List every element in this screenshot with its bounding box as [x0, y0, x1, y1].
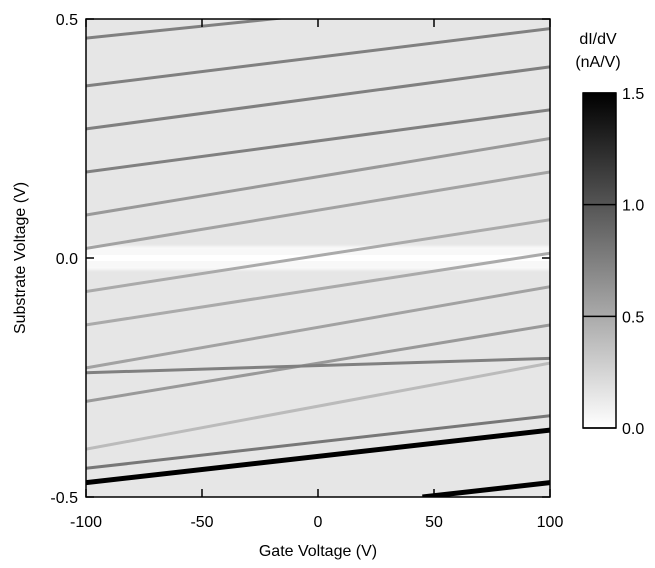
conductance-line-15: [422, 480, 550, 497]
colorbar-label-line1: dI/dV: [579, 31, 617, 48]
colorbar: [582, 92, 617, 429]
conductance-line-10: [86, 323, 550, 403]
x-tick-label: 100: [537, 514, 564, 531]
conductance-line-5: [86, 137, 550, 217]
conductance-line-13: [86, 414, 550, 470]
conductance-line-8: [86, 251, 550, 327]
y-tick-label: 0.0: [56, 251, 78, 268]
x-tick-label: -100: [70, 514, 102, 531]
conductance-line-4: [86, 108, 550, 174]
y-tick-label: 0.5: [56, 12, 78, 29]
x-tick-label: 0: [314, 514, 323, 531]
colorbar-tick-label: 1.5: [622, 86, 644, 103]
colorbar-tick-label: 0.5: [622, 309, 644, 326]
conductance-line-6: [86, 170, 550, 250]
y-tick-label: -0.5: [50, 490, 78, 507]
x-tick-label: 50: [425, 514, 443, 531]
conductance-line-11: [86, 356, 550, 375]
conductance-line-1: [86, 19, 287, 40]
conductance-line-14: [86, 427, 550, 486]
conductance-line-12: [86, 361, 550, 451]
conductance-line-3: [86, 65, 550, 131]
x-axis-label: Gate Voltage (V): [259, 543, 377, 560]
y-axis-label: Substrate Voltage (V): [12, 182, 29, 334]
colorbar-tick-label: 0.0: [622, 421, 644, 438]
conductance-line-2: [86, 27, 550, 88]
colorbar-label-line2: (nA/V): [575, 54, 620, 71]
colorbar-tick-label: 1.0: [622, 198, 644, 215]
conductance-line-7: [86, 218, 550, 293]
x-tick-label: -50: [190, 514, 213, 531]
zero-bias-gap-core: [86, 255, 550, 261]
conductance-line-9: [86, 285, 550, 370]
